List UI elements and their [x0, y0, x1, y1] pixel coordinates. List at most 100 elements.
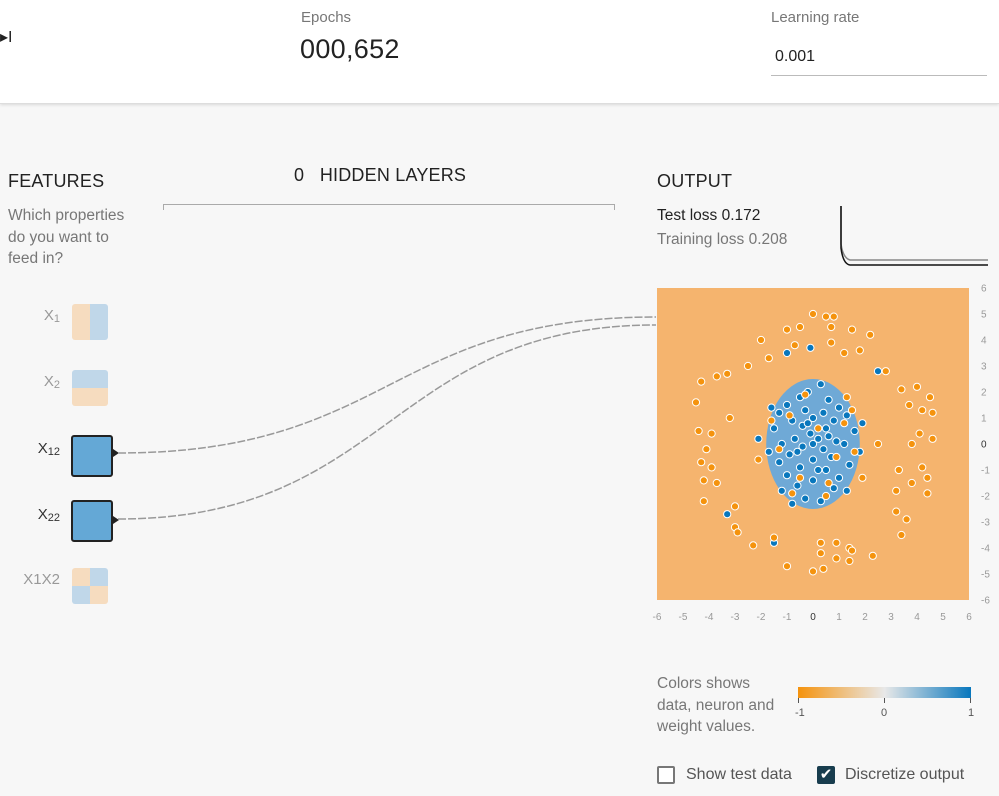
positive-point	[821, 424, 831, 433]
feature-x1-label: X1	[43, 307, 60, 325]
positive-point	[723, 510, 732, 519]
negative-point	[832, 452, 841, 462]
positive-point	[769, 424, 779, 433]
negative-point	[702, 445, 711, 454]
negative-point	[788, 489, 797, 498]
link-x1-squared-to-output[interactable]	[117, 316, 657, 454]
negative-point	[795, 473, 805, 482]
gradient-label-max: 1	[968, 707, 975, 719]
positive-point	[803, 419, 812, 428]
negative-point	[912, 382, 922, 391]
link-x2-squared-to-output[interactable]	[117, 324, 657, 520]
negative-point	[892, 507, 901, 516]
positive-point	[801, 494, 810, 503]
negative-point	[712, 478, 721, 488]
x-tick-label: 0	[810, 612, 816, 623]
positive-point	[834, 403, 844, 412]
y-tick-label: -3	[981, 518, 990, 529]
features-question: Which properties do you want to feed in?	[8, 207, 125, 267]
positive-point	[790, 434, 799, 443]
negative-point	[868, 551, 877, 560]
negative-point	[821, 312, 831, 321]
feature-x2-node[interactable]	[72, 370, 108, 406]
negative-point	[881, 367, 890, 376]
negative-point	[907, 439, 916, 449]
feature-x1x2-node[interactable]	[72, 568, 108, 604]
x-tick-label: -1	[783, 612, 792, 623]
negative-point	[832, 538, 841, 547]
positive-point	[808, 439, 818, 449]
positive-point	[821, 465, 831, 475]
negative-point	[923, 489, 932, 498]
hidden-layers-label: HIDDEN LAYERS	[319, 165, 467, 185]
show-test-data-checkbox[interactable]	[657, 766, 675, 784]
negative-point	[707, 463, 716, 472]
positive-point	[782, 400, 792, 410]
y-tick-label: 3	[981, 362, 987, 373]
x-tick-label: -5	[679, 612, 688, 623]
gradient-label-mid: 0	[881, 707, 888, 719]
negative-point	[845, 556, 854, 566]
negative-point	[782, 562, 792, 571]
positive-point	[808, 413, 818, 423]
negative-point	[842, 393, 851, 402]
learning-rate-select[interactable]: 0.001	[771, 38, 987, 76]
y-tick-label: 6	[981, 284, 987, 295]
negative-point	[907, 478, 916, 488]
positive-point	[819, 445, 828, 454]
positive-point	[845, 460, 854, 469]
positive-point	[814, 465, 823, 475]
test-loss-line	[840, 206, 988, 266]
negative-point	[855, 346, 864, 355]
feature-x1-squared-label: X12	[37, 440, 60, 458]
y-tick-label: 1	[981, 414, 987, 425]
y-tick-label: -4	[981, 544, 990, 555]
positive-point	[873, 367, 883, 376]
negative-point	[699, 476, 708, 485]
negative-point	[923, 473, 932, 482]
negative-point	[697, 458, 706, 467]
positive-point	[801, 406, 810, 415]
positive-point	[798, 442, 807, 451]
positive-point	[782, 471, 792, 480]
discretize-output-label[interactable]: Discretize output	[845, 766, 965, 783]
feature-x2-squared-output-arrow	[113, 516, 119, 524]
y-tick-label: -1	[981, 466, 990, 477]
output-heatmap: -6 -5 -4 -3 -2 -1 0 1 2 3 4 5 6 6 5 4 3 2 1 0 -1 -2 -3 -4 -5 -6	[653, 284, 991, 624]
positive-point	[806, 429, 815, 438]
negative-point	[866, 330, 875, 339]
training-loss-line	[840, 206, 988, 261]
negative-point	[902, 515, 911, 524]
output-title: OUTPUT	[657, 171, 733, 191]
negative-point	[756, 335, 766, 345]
negative-point	[858, 473, 867, 482]
positive-point	[842, 486, 851, 495]
positive-point	[793, 447, 802, 456]
x-tick-label: 2	[862, 612, 868, 623]
feature-x1x2-label: X1X2	[23, 571, 60, 588]
negative-point	[850, 447, 859, 456]
negative-point	[832, 554, 841, 563]
positive-point	[819, 408, 828, 417]
feature-x2-squared-node[interactable]	[71, 500, 113, 542]
feature-x1-node[interactable]	[72, 304, 108, 340]
discretize-output-checkbox[interactable]: ✔	[817, 766, 835, 784]
epochs-value: 000,652	[300, 34, 400, 64]
positive-point	[842, 411, 851, 420]
feature-x1-squared-node[interactable]	[71, 435, 113, 477]
loss-curve-chart	[840, 206, 988, 266]
positive-point	[785, 450, 794, 459]
x-tick-label: 1	[836, 612, 842, 623]
step-button[interactable]: ▸I	[0, 29, 13, 46]
show-test-data-label[interactable]: Show test data	[686, 766, 792, 783]
positive-point	[795, 463, 805, 472]
negative-point	[873, 439, 883, 449]
positive-point	[824, 432, 833, 441]
negative-point	[816, 538, 825, 547]
hidden-layers-bracket	[163, 204, 615, 210]
epochs-label: Epochs	[301, 9, 352, 26]
positive-point	[814, 434, 823, 443]
negative-point	[694, 426, 703, 436]
gradient-tick-min	[798, 698, 799, 703]
